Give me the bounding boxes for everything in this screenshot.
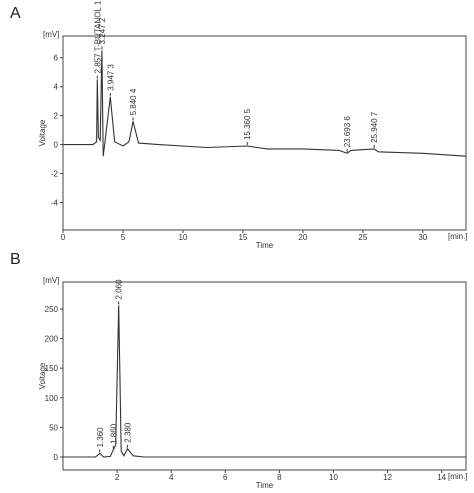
x-tick-label: 6 xyxy=(223,473,228,482)
y-tick-label: 0 xyxy=(54,453,59,462)
peak-label: 23.693 6 xyxy=(343,116,352,148)
x-unit: [min.] xyxy=(448,472,468,481)
peak-label: 2.380 xyxy=(123,422,132,443)
y-tick-label: 150 xyxy=(45,364,59,373)
y-tick-label: -2 xyxy=(51,170,59,179)
y-tick-label: 2 xyxy=(54,112,59,121)
x-tick-label: 25 xyxy=(358,233,367,242)
x-tick-label: 14 xyxy=(437,473,446,482)
x-tick-label: 5 xyxy=(121,233,126,242)
y-tick-label: 0 xyxy=(54,141,59,150)
x-unit: [min.] xyxy=(448,232,468,241)
x-tick-label: 8 xyxy=(277,473,282,482)
x-tick-label: 30 xyxy=(418,233,427,242)
peak-label: 5.840 4 xyxy=(129,88,138,115)
y-tick-label: 100 xyxy=(45,394,59,403)
peak-label: 1.360 xyxy=(96,427,105,448)
x-tick-label: 4 xyxy=(169,473,174,482)
y-tick-label: 250 xyxy=(45,305,59,314)
x-tick-label: 20 xyxy=(298,233,307,242)
x-axis-label: Time xyxy=(256,241,274,250)
y-unit: [mV] xyxy=(43,276,59,285)
x-tick-label: 12 xyxy=(383,473,392,482)
x-axis-label: Time xyxy=(256,481,274,490)
y-axis-label: Voltage xyxy=(38,119,47,146)
y-unit: [mV] xyxy=(43,30,59,39)
peak-label: 15.360 5 xyxy=(243,108,252,140)
peak-label: 2.060 xyxy=(115,279,124,300)
peak-label: 2.857 T-BUTANOL 1 xyxy=(93,0,102,73)
plot-frame xyxy=(62,281,467,471)
peak-label: 25.940 7 xyxy=(370,111,379,143)
panel-label: A xyxy=(10,5,21,22)
y-tick-label: 6 xyxy=(54,54,59,63)
x-tick-label: 15 xyxy=(238,233,247,242)
trace xyxy=(63,305,466,458)
y-tick-label: -4 xyxy=(51,198,59,207)
x-tick-label: 2 xyxy=(115,473,120,482)
y-axis-label: Voltage xyxy=(38,362,47,389)
y-tick-label: 50 xyxy=(49,423,58,432)
peak-label: 3.247 2 xyxy=(98,17,107,44)
y-tick-label: 4 xyxy=(54,83,59,92)
x-tick-label: 10 xyxy=(329,473,338,482)
x-tick-label: 0 xyxy=(61,233,66,242)
plot-frame xyxy=(62,35,467,231)
peak-label: 1.860 xyxy=(109,423,118,444)
panel-label: B xyxy=(10,251,21,268)
peak-label: 3.947 3 xyxy=(106,64,115,91)
y-tick-label: 200 xyxy=(45,335,59,344)
x-tick-label: 10 xyxy=(178,233,187,242)
trace xyxy=(63,50,467,157)
